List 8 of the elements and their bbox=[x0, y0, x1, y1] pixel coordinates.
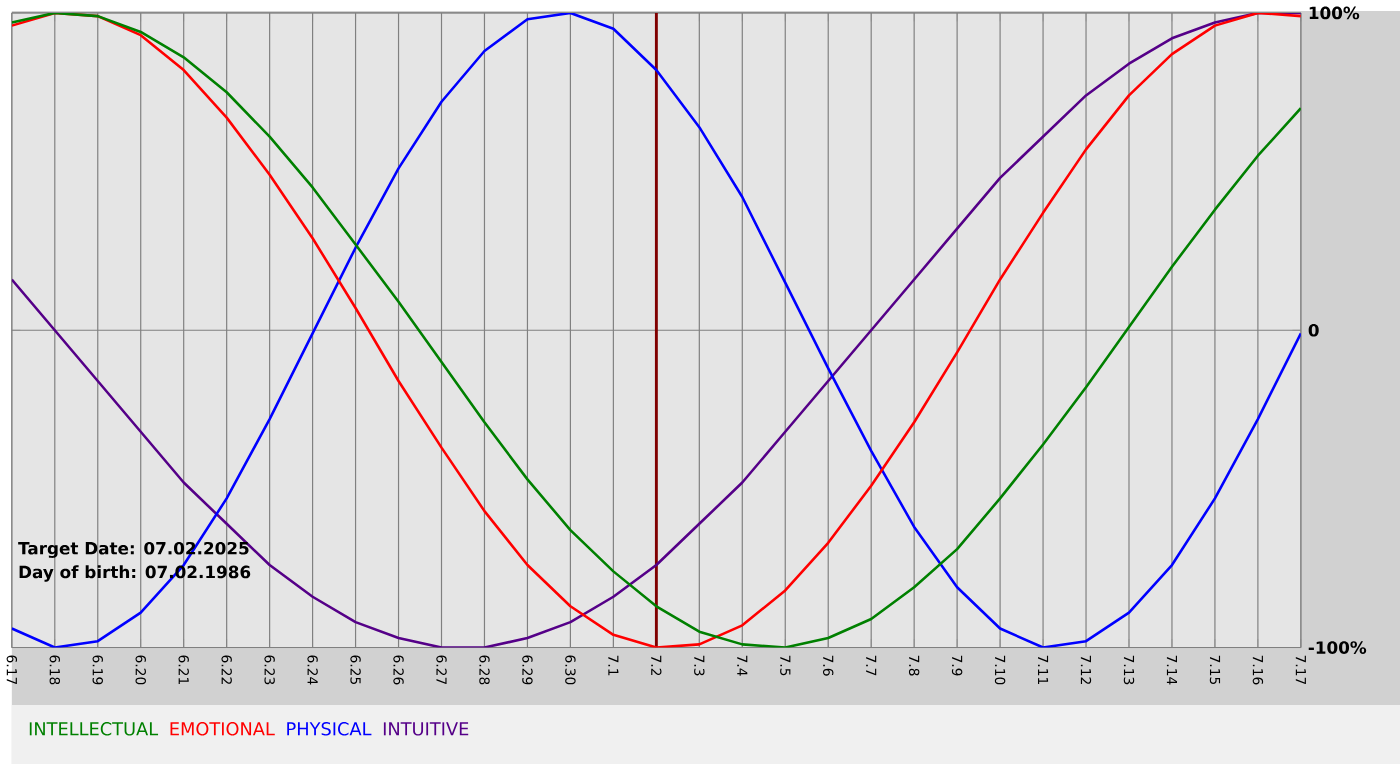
line-series bbox=[11, 12, 1301, 648]
y-tick-label: 100% bbox=[1309, 6, 1360, 20]
text: INTELLECTUAL bbox=[29, 721, 159, 736]
y-tick-label: 0 bbox=[1308, 323, 1319, 337]
y-tick-label: -100% bbox=[1308, 640, 1367, 654]
text: EMOTIONAL bbox=[170, 721, 275, 736]
text: INTUITIVE bbox=[383, 722, 469, 736]
text: PHYSICAL bbox=[287, 721, 372, 736]
